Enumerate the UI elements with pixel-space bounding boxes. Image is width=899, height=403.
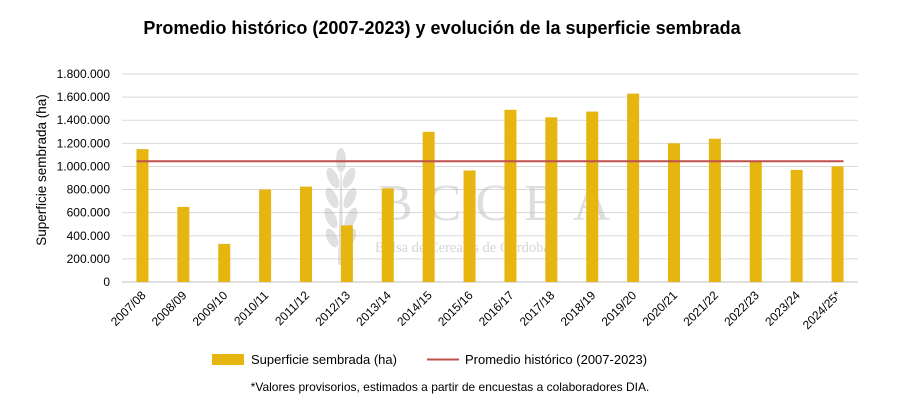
bar xyxy=(627,93,640,283)
gridlines xyxy=(122,73,858,283)
watermark: BCCBA Bolsa de Cereales de Córdoba xyxy=(324,148,624,265)
bar xyxy=(504,109,517,282)
chart-title: Promedio histórico (2007-2023) y evoluci… xyxy=(143,18,741,38)
x-tick-label: 2011/12 xyxy=(272,288,312,328)
legend-swatch-bars xyxy=(212,354,244,365)
x-tick-label: 2021/22 xyxy=(680,288,721,329)
x-tick-label: 2013/14 xyxy=(353,288,394,329)
x-tick-label: 2015/16 xyxy=(435,288,476,329)
bar xyxy=(300,186,312,282)
bar-series xyxy=(136,93,844,283)
bar xyxy=(545,117,558,282)
x-axis-ticks: 2007/08 2008/09 2009/10 2010/11 2011/12 2012/… xyxy=(108,288,844,332)
bar xyxy=(177,206,190,282)
bar xyxy=(749,161,762,282)
y-tick-label: 1.800.000 xyxy=(57,67,111,81)
wheat-logo-icon xyxy=(324,148,358,265)
bar xyxy=(586,111,599,282)
bar xyxy=(340,225,353,282)
bar xyxy=(422,131,435,282)
y-tick-label: 1.600.000 xyxy=(57,90,111,104)
x-tick-label: 2022/23 xyxy=(721,288,762,329)
y-tick-label: 1.000.000 xyxy=(57,159,111,173)
y-axis-ticks: 0 200.000 400.000 600.000 800.000 1.000.000 1.… xyxy=(57,67,111,289)
x-tick-label: 2009/10 xyxy=(190,288,231,329)
legend-label-bars: Superficie sembrada (ha) xyxy=(251,352,397,367)
bar xyxy=(136,149,149,282)
bar xyxy=(790,169,803,282)
x-tick-label: 2008/09 xyxy=(149,288,190,329)
x-tick-label: 2019/20 xyxy=(599,288,640,329)
bar xyxy=(381,188,394,282)
x-tick-label: 2020/21 xyxy=(640,288,681,329)
y-tick-label: 0 xyxy=(103,275,110,289)
x-tick-label: 2017/18 xyxy=(517,288,558,329)
bar xyxy=(259,189,272,282)
x-tick-label: 2012/13 xyxy=(312,288,353,329)
watermark-subtitle: Bolsa de Cereales de Córdoba xyxy=(375,240,550,256)
bar xyxy=(708,138,721,282)
x-tick-label: 2010/11 xyxy=(231,288,271,328)
x-tick-label: 2023/24 xyxy=(762,288,803,329)
y-tick-label: 400.000 xyxy=(67,229,111,243)
y-axis-label: Superficie sembrada (ha) xyxy=(34,94,49,246)
y-tick-label: 600.000 xyxy=(67,206,111,220)
watermark-logo-text: BCCBA xyxy=(378,175,624,232)
x-tick-label: 2016/17 xyxy=(476,288,517,329)
y-tick-label: 800.000 xyxy=(67,183,111,197)
x-tick-label: 2024/25* xyxy=(800,288,844,332)
footnote: *Valores provisorios, estimados a partir… xyxy=(251,380,650,394)
y-tick-label: 1.200.000 xyxy=(57,136,111,150)
legend: Superficie sembrada (ha) Promedio histór… xyxy=(212,352,647,367)
bar xyxy=(668,143,680,282)
x-tick-label: 2007/08 xyxy=(108,288,149,329)
x-tick-label: 2018/19 xyxy=(558,288,599,329)
y-tick-label: 200.000 xyxy=(67,252,111,266)
x-tick-label: 2014/15 xyxy=(394,288,435,329)
bar xyxy=(463,170,476,282)
bar xyxy=(218,243,231,282)
bar xyxy=(831,166,844,282)
legend-label-line: Promedio histórico (2007-2023) xyxy=(465,352,647,367)
y-tick-label: 1.400.000 xyxy=(57,113,111,127)
